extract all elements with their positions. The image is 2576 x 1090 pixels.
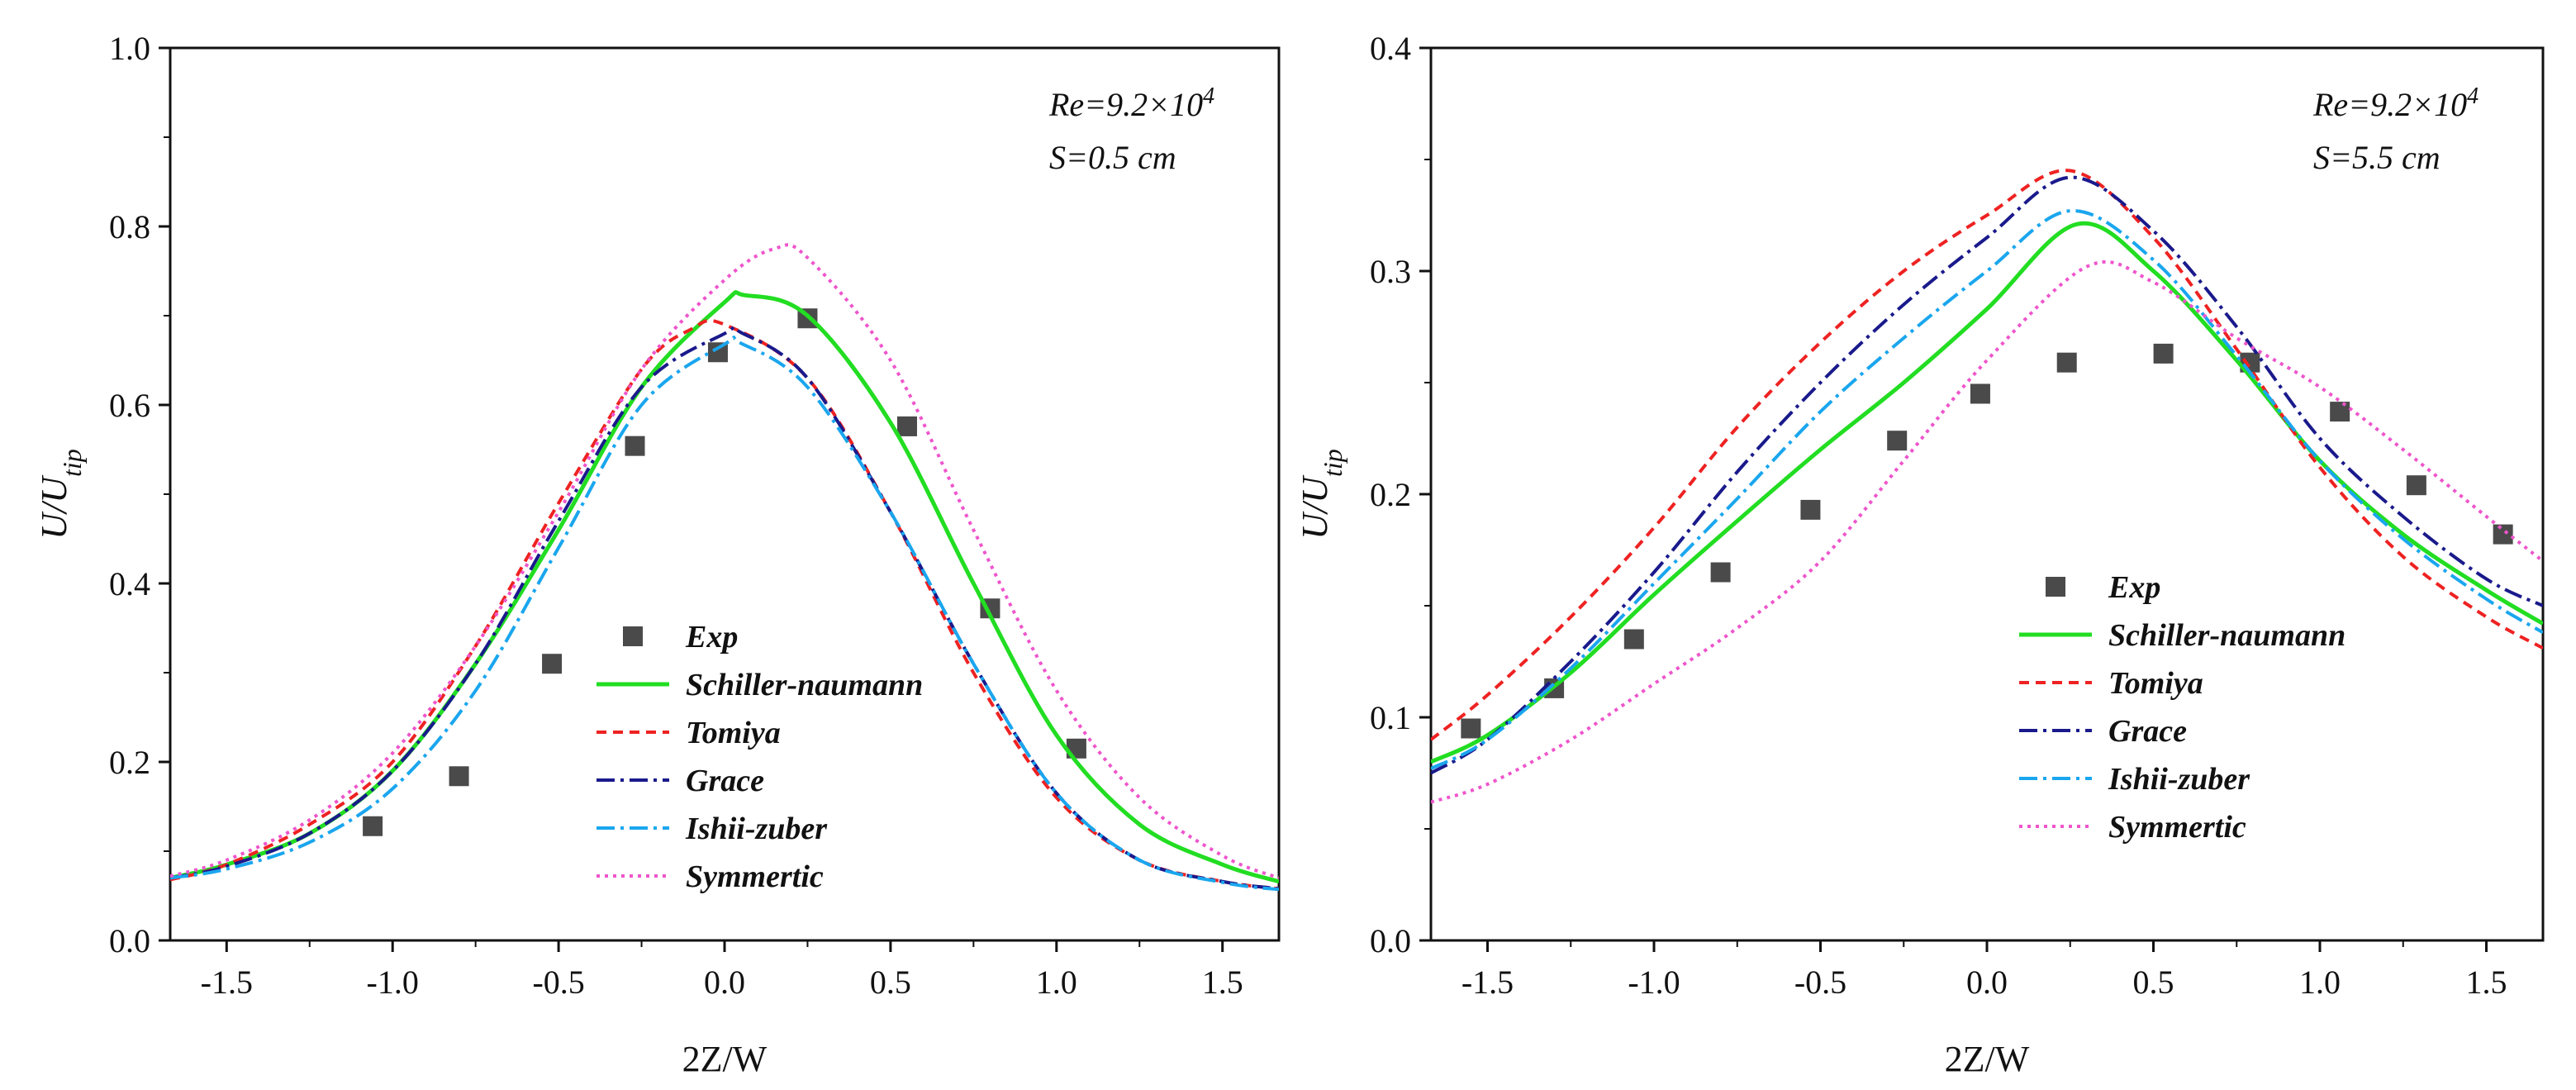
annotation-reynolds-exp: 4 <box>1203 83 1214 109</box>
series-line-ishii-zuber <box>1431 209 2543 770</box>
y-axis-title: U/Utip <box>1295 449 1347 540</box>
y-tick-label: 0.4 <box>1370 30 1411 67</box>
data-point-exp <box>363 816 383 836</box>
x-tick-label: -1.0 <box>367 964 419 1001</box>
x-axis-title: 2Z/W <box>682 1039 768 1079</box>
x-axis-title: 2Z/W <box>1945 1039 2030 1079</box>
y-tick-label: 0.8 <box>109 208 150 245</box>
y-tick-label: 0.0 <box>1370 922 1411 959</box>
legend-label-grace: Grace <box>686 764 764 798</box>
legend-label-symmertic: Symmertic <box>2108 810 2246 845</box>
data-point-exp <box>2330 402 2350 422</box>
data-point-exp <box>1710 562 1731 583</box>
data-point-exp <box>1887 431 1908 451</box>
legend-label-exp: Exp <box>2108 570 2160 605</box>
series-line-ishii-zuber <box>170 336 1279 892</box>
annotation-spacing: S=0.5 cm <box>1049 139 1176 176</box>
data-point-exp <box>2056 352 2077 373</box>
annotation-reynolds: Re=9.2×104 <box>1048 83 1214 124</box>
y-tick-label: 1.0 <box>109 30 150 67</box>
legend: Exp Schiller-naumann Tomiya Grace Ishii-zube… <box>2019 570 2345 845</box>
x-tick-label: 0.0 <box>1966 964 2008 1001</box>
legend-label-grace: Grace <box>2108 714 2187 749</box>
series-line-tomiya <box>170 318 1279 891</box>
legend-label-schiller-naumann: Schiller-naumann <box>686 668 923 702</box>
data-point-exp <box>449 766 469 787</box>
data-point-exp <box>2153 343 2174 364</box>
y-tick-label: 0.2 <box>1370 476 1411 513</box>
y-axis-title-sub: tip <box>57 449 87 477</box>
legend-label-ishii-zuber: Ishii-zuber <box>2108 762 2250 797</box>
series-line-symmertic <box>170 243 1279 880</box>
data-point-exp <box>2406 475 2426 496</box>
x-tick-label: 0.5 <box>870 964 911 1001</box>
legend-label-tomiya: Tomiya <box>2108 666 2203 701</box>
legend-label-tomiya: Tomiya <box>686 716 781 750</box>
x-tick-label: 1.5 <box>2465 964 2507 1001</box>
series-line-symmertic <box>1431 260 2543 804</box>
x-tick-label: 1.0 <box>2299 964 2341 1001</box>
data-point-exp <box>625 436 645 456</box>
data-point-exp <box>1970 383 1990 404</box>
y-tick-label: 0.0 <box>109 922 150 959</box>
x-tick-label: 1.5 <box>1202 964 1243 1001</box>
y-tick-label: 0.6 <box>109 387 150 424</box>
x-tick-label: -0.5 <box>532 964 584 1001</box>
legend-label-ishii-zuber: Ishii-zuber <box>685 812 828 846</box>
legend-label-exp: Exp <box>685 620 738 654</box>
data-point-exp <box>542 654 563 674</box>
data-point-exp <box>896 416 917 436</box>
annotation-spacing: S=5.5 cm <box>2313 139 2441 176</box>
annotation-reynolds-base: Re=9.2×10 <box>2312 86 2467 123</box>
x-tick-label: -1.5 <box>1461 964 1514 1001</box>
data-point-exp <box>1800 499 1821 520</box>
plot-area <box>170 243 1279 892</box>
x-tick-label: 0.5 <box>2132 964 2174 1001</box>
y-tick-label: 0.4 <box>109 565 150 602</box>
data-point-exp <box>1461 718 1481 739</box>
legend-label-symmertic: Symmertic <box>686 859 824 894</box>
y-tick-label: 0.2 <box>109 744 150 781</box>
series-line-grace <box>170 325 1279 891</box>
data-point-exp <box>2493 524 2513 545</box>
x-tick-label: 1.0 <box>1036 964 1077 1001</box>
annotation-reynolds-exp: 4 <box>2467 83 2479 109</box>
y-tick-label: 0.1 <box>1370 699 1411 736</box>
series-line-tomiya <box>1431 169 2543 741</box>
y-axis-title-sub: tip <box>1318 449 1347 477</box>
legend: Exp Schiller-naumann Tomiya Grace Ishii-zube… <box>596 620 923 894</box>
x-tick-label: -1.0 <box>1628 964 1680 1001</box>
chart-panel-right: -1.5 -1.0 -0.5 0.0 0.5 1.0 1.5 0.0 0.1 0.2 0.3 0.4 2… <box>1295 30 2545 1079</box>
x-tick-label: -0.5 <box>1794 964 1846 1001</box>
x-tick-label: 0.0 <box>704 964 745 1001</box>
annotation-reynolds-base: Re=9.2×10 <box>1048 86 1203 123</box>
legend-marker-exp <box>623 626 643 646</box>
y-axis-title: U/Utip <box>34 449 87 540</box>
series-line-grace <box>1431 175 2543 775</box>
legend-label-schiller-naumann: Schiller-naumann <box>2108 618 2345 653</box>
chart-panel-left: -1.5 -1.0 -0.5 0.0 0.5 1.0 1.5 0.0 0.2 0.4 0.6 0.8 1… <box>34 30 1281 1079</box>
legend-marker-exp <box>2046 577 2065 597</box>
y-axis-title-main: U/U <box>34 474 74 540</box>
annotation-reynolds: Re=9.2×104 <box>2312 83 2479 124</box>
x-tick-label: -1.5 <box>201 964 253 1001</box>
plot-area <box>1431 169 2543 804</box>
data-point-exp <box>1623 629 1644 650</box>
y-tick-label: 0.3 <box>1370 253 1411 290</box>
y-axis-title-main: U/U <box>1295 474 1335 540</box>
